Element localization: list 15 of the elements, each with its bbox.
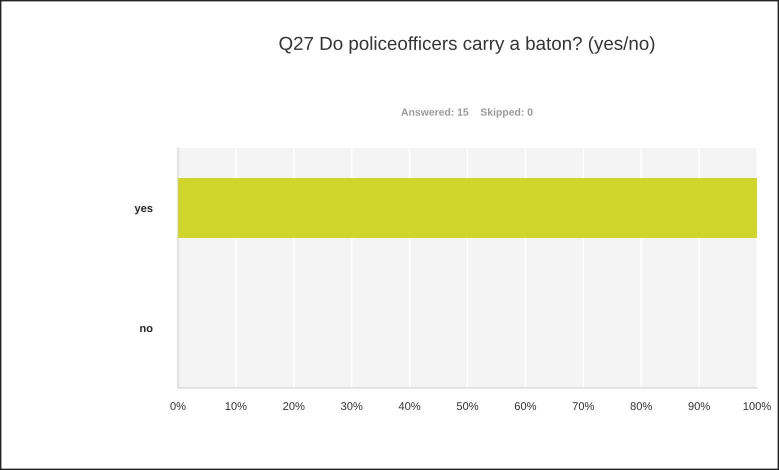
x-tick-label: 10% — [226, 402, 247, 410]
chart-subtitle: Answered: 15 Skipped: 0 — [401, 108, 533, 118]
x-tick-label: 90% — [688, 402, 710, 410]
y-tick-label: yes — [134, 206, 153, 214]
chart-title: Q27 Do policeofficers carry a baton? (yes/no) — [279, 36, 654, 54]
x-tick-label: 50% — [456, 402, 478, 410]
x-tick-label: 80% — [630, 402, 652, 410]
x-tick-label: 0% — [170, 402, 186, 410]
x-tick-label: 40% — [398, 402, 420, 410]
x-tick-label: 100% — [744, 402, 771, 410]
x-tick-label: 20% — [283, 402, 305, 410]
y-tick-label: no — [140, 326, 153, 332]
x-tick-label: 30% — [341, 402, 362, 410]
x-tick-label: 60% — [514, 402, 536, 410]
x-tick-label: 70% — [572, 402, 594, 410]
